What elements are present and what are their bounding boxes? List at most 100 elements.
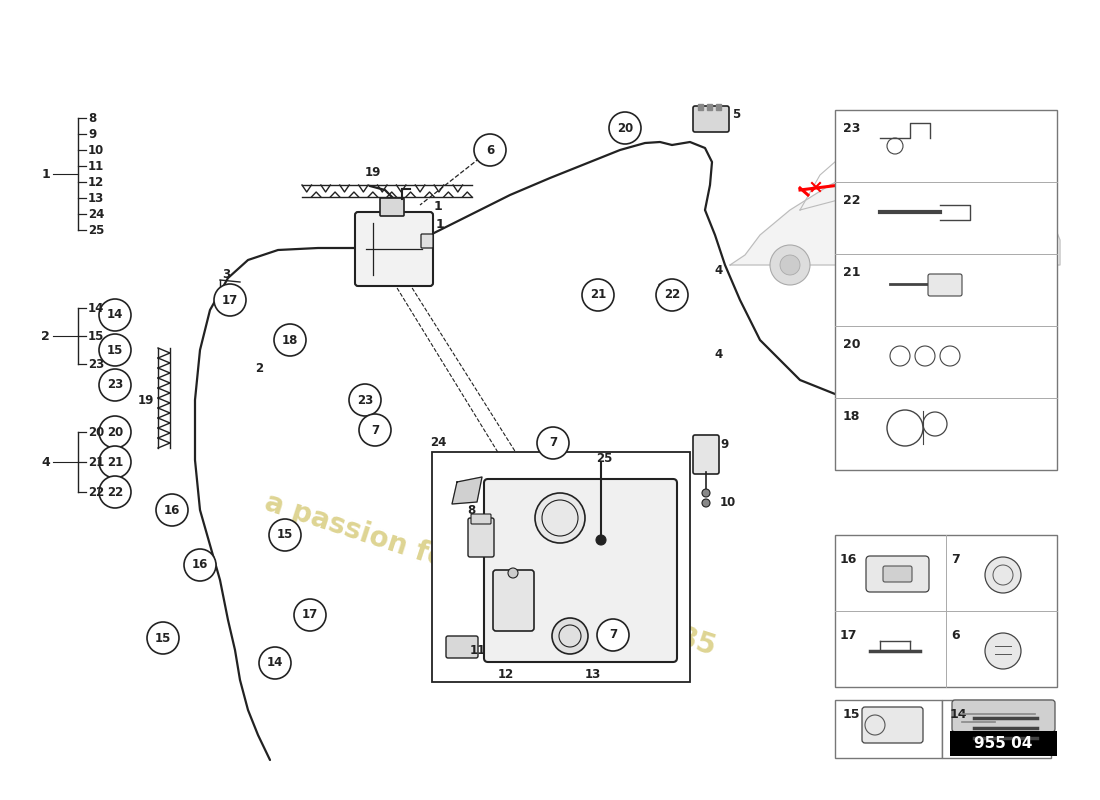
Text: 20: 20 xyxy=(617,122,634,134)
Text: 23: 23 xyxy=(356,394,373,406)
Circle shape xyxy=(596,535,606,545)
Text: 20: 20 xyxy=(88,426,104,438)
Bar xyxy=(835,110,1057,470)
Text: 20: 20 xyxy=(932,422,948,434)
Text: 23: 23 xyxy=(88,358,104,370)
FancyBboxPatch shape xyxy=(484,479,676,662)
Circle shape xyxy=(535,493,585,543)
Text: 6: 6 xyxy=(952,629,959,642)
FancyBboxPatch shape xyxy=(952,700,1055,732)
Text: 15: 15 xyxy=(155,631,172,645)
Circle shape xyxy=(924,412,956,444)
Text: 24: 24 xyxy=(430,435,447,449)
Text: 22: 22 xyxy=(107,486,123,498)
Bar xyxy=(707,104,712,110)
Text: 25: 25 xyxy=(88,223,104,237)
Text: 15: 15 xyxy=(107,343,123,357)
Text: 1: 1 xyxy=(436,218,444,231)
Text: 8: 8 xyxy=(468,503,475,517)
Text: 2: 2 xyxy=(255,362,263,374)
Polygon shape xyxy=(452,477,482,504)
Text: 16: 16 xyxy=(840,553,857,566)
Text: 19: 19 xyxy=(138,394,154,406)
Text: 7: 7 xyxy=(371,423,380,437)
Text: a passion for parts since 1985: a passion for parts since 1985 xyxy=(261,489,719,662)
Text: 23: 23 xyxy=(843,122,860,134)
Circle shape xyxy=(702,499,710,507)
Text: 23: 23 xyxy=(107,378,123,391)
Circle shape xyxy=(984,633,1021,669)
Text: 14: 14 xyxy=(88,302,104,314)
Text: 18: 18 xyxy=(843,410,860,422)
Circle shape xyxy=(609,112,641,144)
Circle shape xyxy=(214,284,246,316)
FancyBboxPatch shape xyxy=(471,514,491,524)
Text: 15: 15 xyxy=(277,529,294,542)
Text: 955 04: 955 04 xyxy=(974,735,1032,750)
Text: 17: 17 xyxy=(301,609,318,622)
Text: 16: 16 xyxy=(191,558,208,571)
FancyBboxPatch shape xyxy=(883,566,912,582)
Bar xyxy=(942,700,1050,758)
Text: 9: 9 xyxy=(88,127,97,141)
Bar xyxy=(835,700,942,758)
Circle shape xyxy=(99,446,131,478)
FancyBboxPatch shape xyxy=(468,518,494,557)
Text: 1: 1 xyxy=(42,167,50,181)
Circle shape xyxy=(294,599,326,631)
Text: 11: 11 xyxy=(88,159,104,173)
Bar xyxy=(835,535,1057,687)
FancyBboxPatch shape xyxy=(693,106,729,132)
Text: 14: 14 xyxy=(267,657,283,670)
Bar xyxy=(698,104,703,110)
FancyBboxPatch shape xyxy=(421,234,433,248)
FancyBboxPatch shape xyxy=(659,284,681,298)
Circle shape xyxy=(99,299,131,331)
Text: 20: 20 xyxy=(843,338,860,350)
Circle shape xyxy=(990,245,1030,285)
Text: 12: 12 xyxy=(88,175,104,189)
Circle shape xyxy=(702,489,710,497)
Text: 9: 9 xyxy=(720,438,728,451)
Circle shape xyxy=(349,384,381,416)
Circle shape xyxy=(537,427,569,459)
Text: 15: 15 xyxy=(843,707,860,721)
Text: 21: 21 xyxy=(590,289,606,302)
Circle shape xyxy=(184,549,216,581)
Text: 16: 16 xyxy=(164,503,180,517)
Circle shape xyxy=(99,334,131,366)
Text: 11: 11 xyxy=(470,643,486,657)
Text: 13: 13 xyxy=(585,667,602,681)
Text: 21: 21 xyxy=(843,266,860,278)
Text: 6: 6 xyxy=(486,143,494,157)
FancyBboxPatch shape xyxy=(862,707,923,743)
Circle shape xyxy=(582,279,614,311)
Circle shape xyxy=(274,324,306,356)
Text: 10: 10 xyxy=(88,143,104,157)
Circle shape xyxy=(770,245,810,285)
Text: 22: 22 xyxy=(843,194,860,206)
Circle shape xyxy=(656,279,688,311)
Text: 5: 5 xyxy=(732,109,740,122)
Text: 15: 15 xyxy=(88,330,104,342)
Text: 17: 17 xyxy=(840,629,858,642)
Text: 18: 18 xyxy=(282,334,298,346)
FancyBboxPatch shape xyxy=(928,274,962,296)
FancyBboxPatch shape xyxy=(693,435,719,474)
Polygon shape xyxy=(730,148,1060,265)
Circle shape xyxy=(147,622,179,654)
Text: 7: 7 xyxy=(952,553,959,566)
FancyBboxPatch shape xyxy=(446,636,478,658)
Text: 2: 2 xyxy=(42,330,50,342)
Circle shape xyxy=(156,494,188,526)
Text: 17: 17 xyxy=(222,294,238,306)
FancyBboxPatch shape xyxy=(866,556,930,592)
Circle shape xyxy=(597,619,629,651)
Bar xyxy=(950,731,1057,756)
Text: 21: 21 xyxy=(107,455,123,469)
Text: 4: 4 xyxy=(714,349,723,362)
Circle shape xyxy=(359,414,390,446)
Bar xyxy=(716,104,720,110)
Text: 12: 12 xyxy=(498,667,515,681)
Text: 10: 10 xyxy=(720,497,736,510)
